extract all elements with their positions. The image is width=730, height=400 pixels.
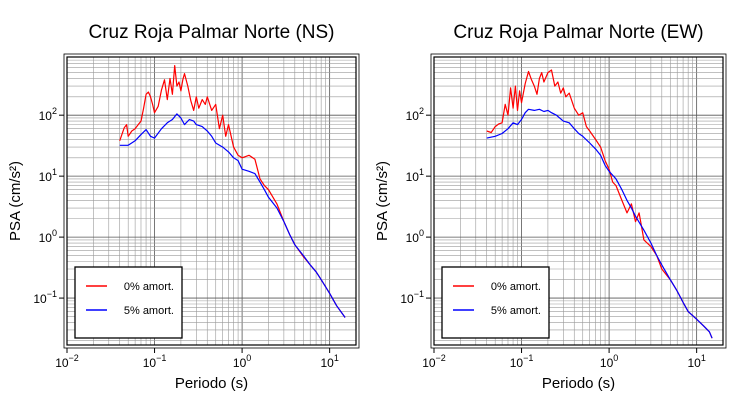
plot-frame-outer (430, 53, 727, 349)
y-tick-label: 102 (39, 106, 57, 123)
x-tick-label: 100 (233, 353, 251, 370)
series-line-damped (119, 113, 346, 318)
legend: 0% amort. 5% amort. (74, 266, 183, 339)
chart-title: Cruz Roja Palmar Norte (EW) (453, 22, 703, 43)
x-tick-label: 10−1 (143, 353, 167, 370)
grid (66, 56, 357, 345)
legend-box (74, 266, 183, 339)
y-tick-label: 101 (39, 167, 57, 184)
x-tick-label: 10−1 (510, 353, 534, 370)
chart-panel-1: 10−2 10−1 100 101 10−1 100 101 102 Cruz Roja Pal… (7, 22, 360, 392)
x-tick-label: 100 (600, 353, 618, 370)
grid (433, 56, 724, 345)
y-tick-label: 100 (39, 228, 57, 245)
x-axis-label: Periodo (s) (542, 375, 615, 392)
y-axis-label: PSA (cm/s²) (374, 161, 391, 241)
x-axis-label: Periodo (s) (175, 375, 248, 392)
series-line-damped (486, 108, 713, 339)
x-tick-label: 10−2 (422, 353, 446, 370)
x-tick-label: 101 (687, 353, 705, 370)
series-line-undamped (119, 65, 346, 318)
y-tick-label: 102 (406, 106, 424, 123)
legend-box (441, 266, 550, 339)
x-tick-label: 10−2 (55, 353, 79, 370)
legend-label: 5% amort. (124, 305, 174, 317)
y-tick-label: 100 (406, 228, 424, 245)
legend: 0% amort. 5% amort. (441, 266, 550, 339)
y-tick-label: 10−1 (33, 289, 57, 306)
y-tick-label: 101 (406, 167, 424, 184)
chart-title: Cruz Roja Palmar Norte (NS) (89, 22, 335, 43)
legend-label: 0% amort. (124, 281, 174, 293)
plot-frame-outer (63, 53, 360, 349)
legend-label: 5% amort. (491, 305, 541, 317)
plot-frame (66, 56, 357, 346)
chart-panel-2: 10−2 10−1 100 101 10−1 100 101 102 Cruz Roja Pal… (374, 22, 727, 392)
y-axis-label: PSA (cm/s²) (7, 161, 24, 241)
legend-label: 0% amort. (491, 281, 541, 293)
y-tick-label: 10−1 (400, 289, 424, 306)
plot-frame (433, 56, 724, 346)
x-tick-label: 101 (320, 353, 338, 370)
